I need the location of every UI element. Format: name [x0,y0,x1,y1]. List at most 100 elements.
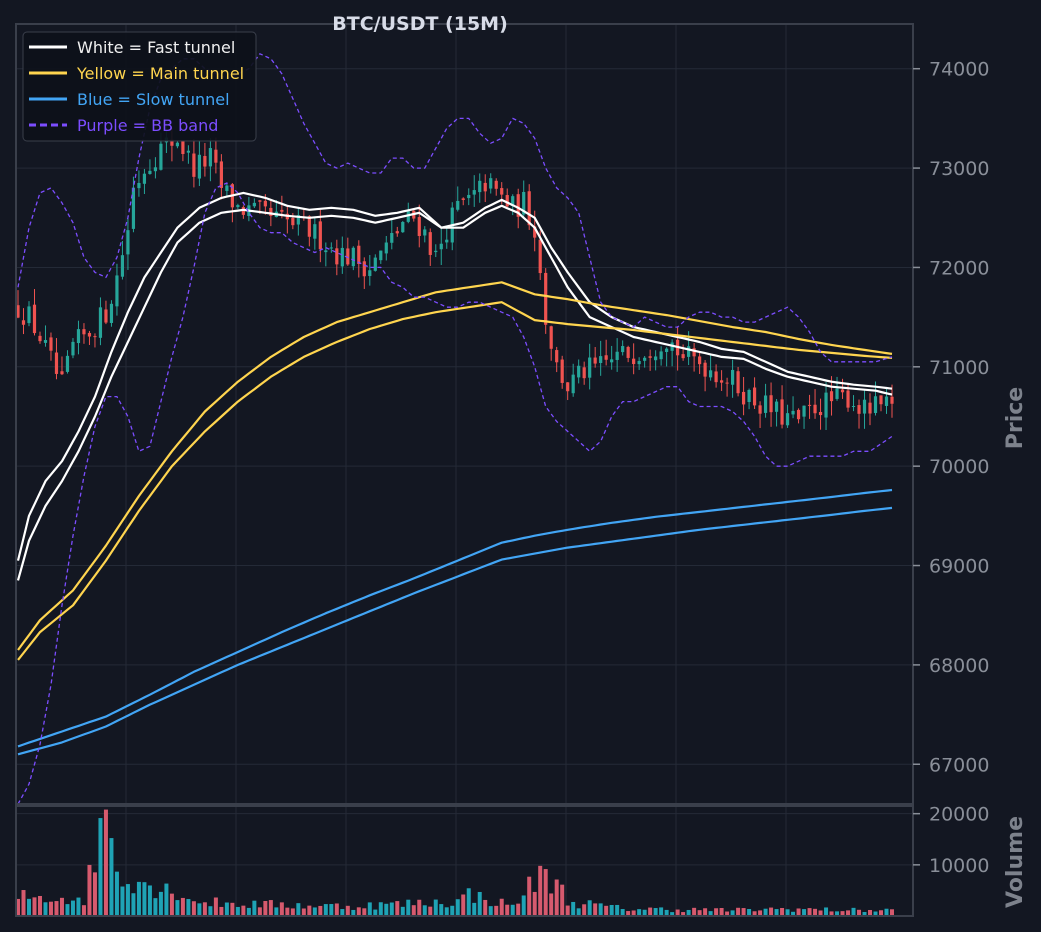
volume-bar-14 [92,872,97,916]
candle-body-57 [329,247,333,249]
candle-body-91 [516,194,520,217]
candle-body-15 [98,307,103,338]
candle-body-116 [654,356,658,361]
candle-body-105 [593,357,597,364]
volume-bar-16 [103,809,108,916]
candle-body-53 [307,216,311,237]
volume-bar-151 [846,910,851,916]
volume-bar-9 [65,904,70,916]
volume-bar-18 [114,871,119,916]
candle-body-123 [692,348,696,357]
volume-bar-75 [428,906,433,916]
candle-body-18 [115,275,119,307]
candle-body-12 [82,329,86,335]
volume-bar-78 [444,907,449,916]
chart-title: BTC/USDT (15M) [332,13,508,35]
candle-body-101 [571,374,575,394]
volume-bar-23 [142,882,147,916]
candle-body-154 [862,399,867,414]
volume-bar-0 [16,898,20,916]
candle-body-104 [588,357,592,378]
volume-bar-59 [340,909,345,916]
candle-body-133 [747,389,751,403]
volume-bar-3 [32,897,37,916]
candle-body-102 [577,365,581,378]
candle-body-11 [76,329,81,344]
volume-bar-4 [37,895,42,916]
candle-body-37 [219,161,223,188]
volume-bar-140 [785,909,790,916]
volume-bar-133 [747,908,752,916]
candle-body-77 [439,243,443,250]
volume-bar-26 [158,891,163,916]
candle-body-4 [38,335,42,342]
candle-body-114 [643,357,647,361]
volume-bar-132 [741,908,746,916]
candle-body-93 [527,191,531,226]
candle-body-16 [104,309,108,323]
volume-bar-8 [59,897,64,916]
legend-entry-main: Yellow = Main tunnel [29,64,244,83]
volume-bar-22 [136,881,141,916]
candle-body-48 [280,209,284,212]
price-tick-label-74000: 74000 [929,59,989,81]
volume-bar-148 [829,911,834,916]
candle-body-129 [725,382,729,384]
volume-bar-94 [532,891,537,916]
volume-bar-141 [791,911,796,916]
volume-bar-115 [648,907,653,916]
volume-bar-45 [263,901,268,916]
volume-bar-95 [538,865,543,916]
candle-body-108 [610,359,614,363]
candle-body-63 [362,261,366,277]
volume-bar-138 [774,909,779,916]
volume-bar-74 [422,905,427,916]
candle-body-82 [467,194,471,199]
volume-tick-label-10000: 10000 [929,855,989,877]
candle-body-33 [197,154,201,179]
volume-bar-113 [637,909,642,916]
candle-body-26 [159,143,163,170]
candle-body-149 [835,388,839,399]
candle-body-58 [335,248,339,265]
volume-bar-31 [186,899,191,916]
candle-body-107 [604,355,608,360]
volume-bar-58 [334,903,339,916]
candle-body-147 [824,392,828,418]
candle-body-5 [43,340,48,343]
candle-body-156 [873,396,878,414]
volume-bar-55 [318,905,323,916]
volume-bar-72 [411,905,416,916]
candle-body-71 [406,211,410,222]
volume-bar-52 [301,908,306,916]
candle-body-126 [709,370,713,378]
volume-bar-87 [494,905,499,916]
volume-bar-103 [582,904,587,916]
volume-bars [16,809,894,916]
candle-body-153 [857,405,861,414]
volume-bar-153 [857,909,862,916]
candle-body-124 [698,356,702,365]
volume-bar-33 [197,903,202,916]
candle-body-110 [621,346,625,353]
candle-body-67 [384,242,388,254]
candle-body-9 [65,355,70,372]
candle-body-7 [54,352,59,374]
candle-body-23 [142,173,147,184]
price-tick-label-68000: 68000 [929,655,989,677]
candle-body-84 [478,180,482,193]
candle-body-85 [483,182,487,192]
volume-bar-107 [604,905,609,916]
volume-bar-92 [521,895,526,916]
volume-bar-127 [714,908,719,916]
candle-body-73 [417,217,421,237]
candle-body-83 [472,190,476,195]
candle-body-106 [599,356,603,364]
volume-bar-15 [98,818,103,916]
candle-body-128 [719,380,724,383]
volume-bar-128 [719,908,724,916]
volume-bar-80 [455,899,460,916]
candle-body-25 [153,167,158,172]
candle-body-60 [346,248,350,265]
volume-bar-21 [131,893,136,916]
